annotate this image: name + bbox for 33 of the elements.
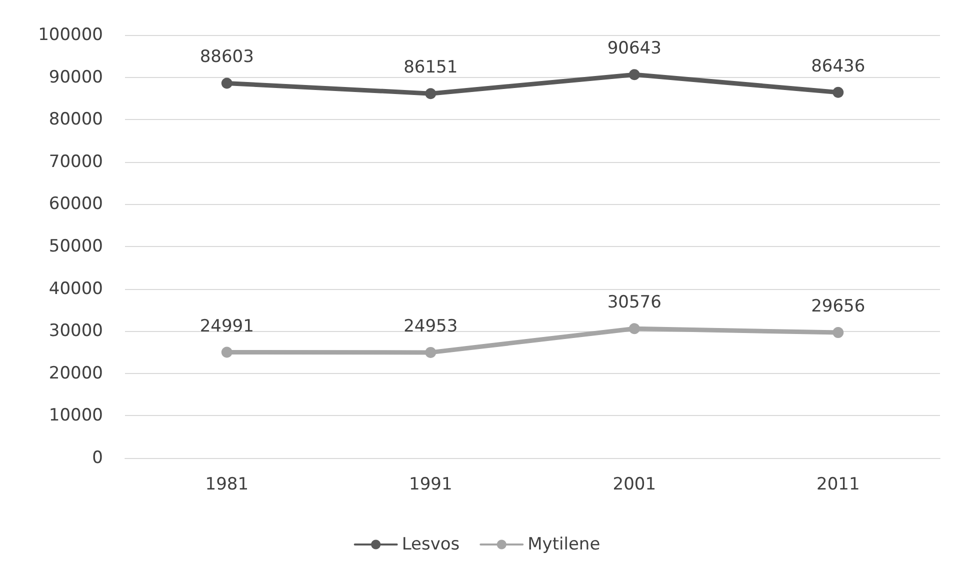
y-tick-label: 60000 — [48, 194, 103, 214]
x-tick-label: 2001 — [612, 474, 656, 494]
y-tick-label: 70000 — [48, 152, 103, 172]
y-tick-label: 0 — [92, 448, 103, 468]
data-label: 88603 — [200, 47, 254, 68]
point — [425, 88, 436, 100]
y-tick-label: 50000 — [48, 236, 103, 256]
data-label: 24991 — [200, 316, 254, 336]
data-label: 30576 — [607, 292, 662, 313]
y-tick-label: 20000 — [48, 363, 103, 384]
point — [832, 86, 844, 98]
x-tick-label: 1981 — [205, 474, 249, 494]
legend-label: Lesvos — [402, 534, 460, 554]
x-tick-label: 1991 — [408, 474, 452, 494]
y-tick-label: 90000 — [48, 67, 103, 88]
point — [832, 327, 844, 338]
y-tick-label: 100000 — [38, 25, 103, 45]
y-tick-label: 40000 — [48, 278, 103, 299]
data-label: 86151 — [404, 58, 458, 78]
y-tick-label: 80000 — [48, 110, 103, 130]
point — [628, 323, 640, 334]
point — [221, 78, 232, 89]
data-label: 90643 — [607, 38, 662, 59]
data-label: 24953 — [404, 316, 458, 336]
x-tick-label: 2011 — [816, 474, 860, 494]
data-label: 86436 — [811, 56, 866, 76]
point — [628, 69, 640, 80]
data-label: 29656 — [811, 296, 866, 317]
point — [221, 346, 232, 358]
y-tick-label: 30000 — [48, 321, 103, 342]
y-tick-label: 10000 — [48, 406, 103, 426]
legend-label: Mytilene — [528, 534, 600, 554]
point — [425, 346, 436, 358]
